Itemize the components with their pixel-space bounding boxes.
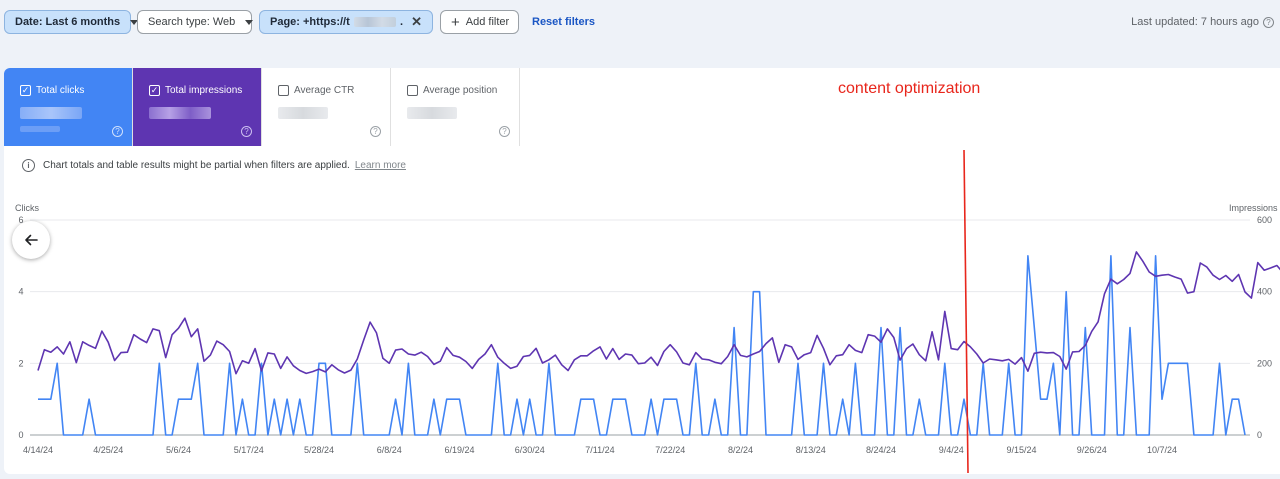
search-type-filter-label: Search type: Web <box>148 16 236 28</box>
x-tick-label: 7/11/24 <box>585 445 614 455</box>
help-icon[interactable]: ? <box>499 126 510 137</box>
metric-total-clicks[interactable]: ✓ Total clicks ? <box>4 68 133 146</box>
y2-tick-label: 600 <box>1257 215 1272 225</box>
y-axis-label: Clicks <box>15 203 39 213</box>
x-tick-label: 6/30/24 <box>515 445 545 455</box>
metric-label: Total clicks <box>36 85 85 96</box>
x-tick-label: 5/17/24 <box>234 445 264 455</box>
help-icon[interactable]: ? <box>370 126 381 137</box>
arrow-left-icon <box>25 234 38 246</box>
page-filter-prefix: Page: +https://t <box>270 16 350 28</box>
x-tick-label: 9/15/24 <box>1006 445 1036 455</box>
x-tick-label: 6/8/24 <box>377 445 402 455</box>
x-tick-label: 9/26/24 <box>1077 445 1107 455</box>
checkbox-checked-icon[interactable]: ✓ <box>20 85 31 96</box>
reset-filters-link[interactable]: Reset filters <box>532 16 595 28</box>
filter-bar: Date: Last 6 months Search type: Web Pag… <box>0 0 1280 44</box>
y2-axis-label: Impressions <box>1229 203 1278 213</box>
caret-down-icon <box>130 19 139 25</box>
date-filter-chip[interactable]: Date: Last 6 months <box>4 10 139 34</box>
x-tick-label: 8/2/24 <box>728 445 753 455</box>
help-icon[interactable]: ? <box>241 126 252 137</box>
redacted-value <box>20 126 60 132</box>
last-updated: Last updated: 7 hours ago ? <box>1131 16 1274 28</box>
y2-tick-label: 400 <box>1257 287 1272 297</box>
redacted-value <box>278 107 328 119</box>
date-filter-label: Date: Last 6 months <box>15 16 121 28</box>
x-tick-label: 9/4/24 <box>939 445 964 455</box>
redacted-url <box>353 17 397 27</box>
y-tick-label: 6 <box>18 215 23 225</box>
y-tick-label: 0 <box>18 430 23 440</box>
close-icon[interactable]: ✕ <box>411 14 422 29</box>
x-tick-label: 5/6/24 <box>166 445 191 455</box>
redacted-value <box>20 107 82 119</box>
y-tick-label: 4 <box>18 287 23 297</box>
metric-average-position[interactable]: Average position ? <box>391 68 520 146</box>
checkbox-unchecked-icon[interactable] <box>278 85 289 96</box>
info-icon: i <box>22 159 35 172</box>
x-tick-label: 6/19/24 <box>444 445 474 455</box>
page-filter-suffix: . <box>400 16 404 28</box>
plus-icon: + <box>451 13 460 31</box>
page-filter-chip[interactable]: Page: +https://t . ✕ <box>259 10 433 34</box>
partial-results-notice: i Chart totals and table results might b… <box>22 159 406 172</box>
help-icon[interactable]: ? <box>112 126 123 137</box>
help-icon[interactable]: ? <box>1263 16 1274 28</box>
metric-label: Average position <box>423 85 498 96</box>
checkbox-checked-icon[interactable]: ✓ <box>149 85 160 96</box>
x-tick-label: 8/24/24 <box>866 445 896 455</box>
redacted-value <box>407 107 457 119</box>
x-tick-label: 7/22/24 <box>655 445 685 455</box>
learn-more-link[interactable]: Learn more <box>354 160 406 171</box>
x-tick-label: 10/7/24 <box>1147 445 1177 455</box>
back-button[interactable] <box>12 221 50 259</box>
metric-total-impressions[interactable]: ✓ Total impressions ? <box>133 68 262 146</box>
add-filter-label: Add filter <box>465 16 510 28</box>
last-updated-text: Last updated: 7 hours ago <box>1131 16 1259 28</box>
series-line <box>37 251 1280 375</box>
metric-label: Average CTR <box>294 85 355 96</box>
y-tick-label: 2 <box>18 358 23 368</box>
metric-label: Total impressions <box>165 85 243 96</box>
metric-average-ctr[interactable]: Average CTR ? <box>262 68 391 146</box>
x-tick-label: 4/25/24 <box>93 445 123 455</box>
x-tick-label: 4/14/24 <box>23 445 53 455</box>
x-tick-label: 8/13/24 <box>796 445 826 455</box>
caret-down-icon <box>245 19 254 25</box>
performance-card: ✓ Total clicks ? ✓ Total impressions ? A… <box>4 68 1280 474</box>
search-type-filter-chip[interactable]: Search type: Web <box>137 10 254 34</box>
annotation-line <box>963 149 969 474</box>
redacted-value <box>149 107 211 119</box>
add-filter-button[interactable]: + Add filter <box>440 10 519 34</box>
series-line <box>38 255 1246 436</box>
notice-text: Chart totals and table results might be … <box>43 160 350 171</box>
y2-tick-label: 0 <box>1257 430 1262 440</box>
x-tick-label: 5/28/24 <box>304 445 334 455</box>
checkbox-unchecked-icon[interactable] <box>407 85 418 96</box>
annotation-label: content optimization <box>838 80 981 97</box>
y2-tick-label: 200 <box>1257 358 1272 368</box>
